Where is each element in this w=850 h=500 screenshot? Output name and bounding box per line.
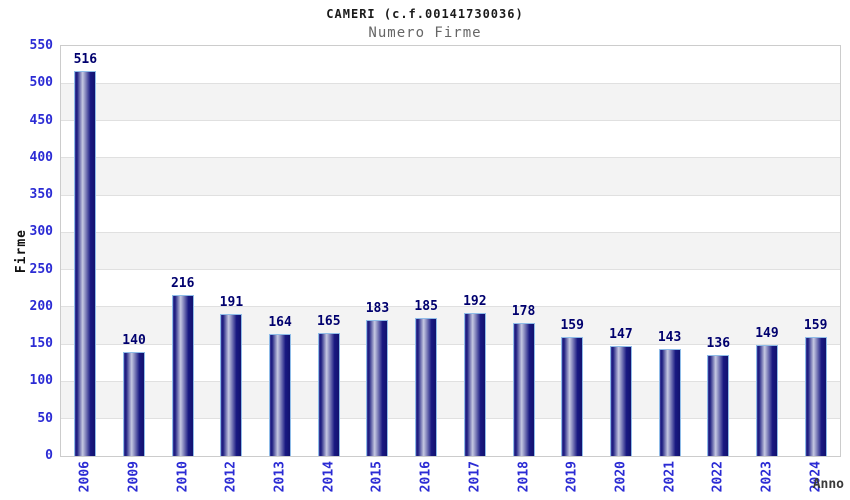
bar-2018 [512,323,535,456]
x-tick-label: 2018 [516,461,532,493]
gridline-50 [61,418,840,420]
y-tick-500: 500 [29,75,53,91]
x-tick-2020: 2020 [613,461,628,496]
bar-value-2014: 165 [317,314,341,329]
x-tick-label: 2019 [564,461,580,493]
bar-2015 [366,319,389,456]
x-tick-label: 2023 [759,461,775,493]
bar-2006 [74,71,97,456]
bar-value-2010: 216 [170,275,195,291]
x-tick-label: 2021 [662,461,678,493]
y-tick-450: 450 [29,112,53,128]
bar-value-2012: 191 [219,294,244,310]
bar-2024 [804,337,827,456]
gridline-150 [61,343,840,345]
gridline-450 [61,120,840,122]
x-tick-2018: 2018 [516,461,531,496]
x-tick-label: 2009 [126,461,142,493]
x-tick-2006: 2006 [78,461,93,496]
x-tick-label: 2016 [418,461,434,493]
bar-value-2015: 183 [365,300,390,316]
bar-value-2013: 164 [268,314,292,330]
bar-value-2020: 147 [609,327,633,343]
chart-subtitle: Numero Firme [368,25,482,41]
x-tick-label: 2015 [369,461,385,493]
bar-2014 [317,333,340,456]
x-tick-label: 2020 [613,461,629,493]
x-tick-2009: 2009 [127,461,142,496]
bar-2019 [561,337,584,456]
x-tick-2022: 2022 [711,461,726,496]
x-tick-2017: 2017 [467,461,482,496]
y-tick-300: 300 [29,224,53,240]
bar-2016 [415,318,438,456]
bar-2023 [755,344,778,456]
bar-2009 [123,351,146,456]
gridline-500 [61,82,840,84]
y-tick-0: 0 [45,448,53,463]
bar-value-2018: 178 [511,304,536,320]
x-tick-2021: 2021 [662,461,677,496]
bar-value-2019: 159 [560,318,584,334]
y-tick-150: 150 [29,336,53,352]
gridline-400 [61,157,840,159]
x-tick-label: 2022 [710,461,726,493]
x-tick-2014: 2014 [321,461,336,496]
x-tick-label: 2006 [77,461,93,493]
chart-title: CAMERI (c.f.00141730036) [326,7,524,21]
x-tick-2023: 2023 [759,461,774,496]
bar-2010 [171,294,194,456]
x-tick-2012: 2012 [224,461,239,496]
bar-2017 [463,312,486,456]
x-axis-title: Anno [812,477,844,492]
bar-2022 [707,354,730,456]
y-tick-50: 50 [37,410,53,426]
y-tick-400: 400 [29,149,53,165]
gridline-300 [61,231,840,233]
bar-value-2023: 149 [755,325,779,341]
y-tick-200: 200 [29,298,53,314]
y-tick-350: 350 [29,187,53,203]
gridline-100 [61,380,840,382]
x-tick-2015: 2015 [370,461,385,496]
x-tick-2019: 2019 [565,461,580,496]
plot-area: 516 140 216 191 164 165 183 185 192 178 159 147 143 1… [60,45,841,457]
bar-value-2006: 516 [73,52,98,68]
y-tick-250: 250 [29,261,53,277]
bar-2013 [269,333,292,456]
bar-value-2016: 185 [414,299,438,315]
bar-value-2017: 192 [463,293,487,309]
y-tick-100: 100 [29,373,53,389]
gridline-350 [61,194,840,196]
bar-value-2021: 143 [657,330,682,346]
x-tick-2013: 2013 [273,461,288,496]
x-tick-label: 2010 [175,461,191,493]
bar-2012 [220,313,243,456]
x-tick-2010: 2010 [175,461,190,496]
y-tick-550: 550 [29,38,53,53]
bar-2021 [658,349,681,456]
bar-2020 [609,346,632,456]
x-tick-2016: 2016 [419,461,434,496]
bar-value-2009: 140 [122,332,146,348]
gridline-250 [61,269,840,271]
x-tick-label: 2017 [467,461,483,493]
gridline-200 [61,306,840,308]
x-tick-label: 2013 [272,461,288,493]
bar-value-2024: 159 [803,318,828,334]
x-tick-label: 2014 [321,461,337,493]
x-tick-label: 2012 [223,461,239,493]
bar-value-2022: 136 [706,335,731,351]
